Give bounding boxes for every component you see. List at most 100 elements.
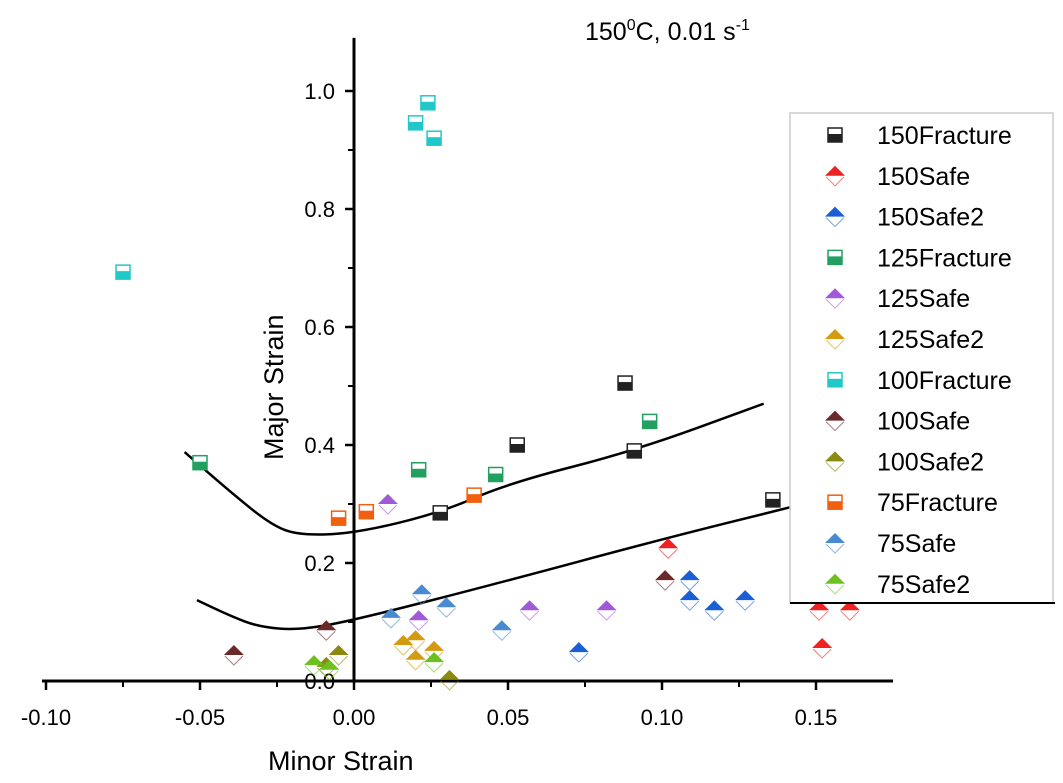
data-point-outline <box>224 655 244 666</box>
legend-label: 125Safe <box>877 285 970 313</box>
legend-marker-outline <box>825 421 845 432</box>
data-point-outline <box>809 610 829 621</box>
data-point-outline <box>440 680 459 691</box>
legend-marker <box>825 451 845 462</box>
data-point-outline <box>424 662 444 673</box>
legend-label: 150Fracture <box>877 122 1012 150</box>
legend-label: 125Fracture <box>877 244 1012 272</box>
data-point-fill <box>420 101 435 110</box>
data-point-outline <box>437 607 456 618</box>
x-tick-label: 0.00 <box>333 705 376 730</box>
data-point-fill <box>765 498 780 507</box>
legend-marker-outline <box>825 339 845 350</box>
x-axis-label: Minor Strain <box>268 746 414 776</box>
data-point <box>408 610 429 621</box>
legend-marker <box>825 165 845 176</box>
y-tick-label: 0.8 <box>304 197 335 222</box>
x-tick-label: -0.10 <box>21 705 71 730</box>
data-point <box>491 620 512 631</box>
legend-marker-outline <box>825 176 845 187</box>
data-point-outline <box>569 652 589 663</box>
data-point <box>568 642 589 653</box>
limit-curves <box>183 402 792 631</box>
legend-marker-outline <box>825 543 845 554</box>
legend-label: 100Safe <box>877 408 970 436</box>
legend-marker <box>825 288 845 299</box>
legend-label: 150Safe <box>877 163 970 191</box>
data-point <box>436 597 457 608</box>
legend-marker-outline <box>825 298 845 309</box>
data-point-fill <box>116 271 130 280</box>
data-point-outline <box>705 610 724 621</box>
y-tick-label: 0.4 <box>304 433 335 458</box>
data-point <box>223 645 244 656</box>
data-point-fill <box>488 473 503 482</box>
legend-box <box>789 112 1054 604</box>
data-point <box>439 669 460 680</box>
data-point-outline <box>381 618 401 629</box>
legend-marker-outline <box>825 217 845 228</box>
data-point-outline <box>680 600 700 611</box>
legend-marker-fill <box>828 256 842 265</box>
data-point-outline <box>735 600 755 611</box>
data-point-outline <box>409 620 429 631</box>
y-tick-label: 1.0 <box>304 79 335 104</box>
legend-marker-fill <box>828 134 842 142</box>
data-point <box>679 590 700 601</box>
legend-label: 75Safe <box>877 530 956 558</box>
data-point-outline <box>329 655 348 666</box>
data-point-outline <box>412 594 432 605</box>
data-point-outline <box>378 504 398 515</box>
data-point <box>655 570 676 581</box>
data-point <box>303 655 324 666</box>
legend-marker-fill <box>828 501 842 510</box>
data-point <box>380 607 401 618</box>
data-point-fill <box>467 494 482 503</box>
legend-label: 75Safe2 <box>877 571 970 599</box>
data-point <box>424 640 445 651</box>
data-point-fill <box>433 511 448 520</box>
data-points <box>115 95 860 691</box>
data-point-outline <box>316 630 336 641</box>
x-tick-label: 0.05 <box>487 705 530 730</box>
data-point <box>809 600 830 611</box>
data-point-fill <box>331 517 346 526</box>
data-point <box>704 600 725 611</box>
data-point-outline <box>658 548 678 559</box>
data-point-fill <box>618 382 633 391</box>
data-point-outline <box>597 610 616 621</box>
data-point-outline <box>492 630 512 641</box>
y-tick-label: 0.2 <box>304 551 335 576</box>
data-point-outline <box>655 580 675 591</box>
data-point <box>424 652 445 663</box>
data-point-outline <box>520 610 539 621</box>
data-point <box>658 538 679 549</box>
data-point <box>519 600 540 611</box>
legend-label: 100Fracture <box>877 367 1012 395</box>
data-point-fill <box>359 510 374 519</box>
y-tick-label: 0.6 <box>304 315 335 340</box>
data-point-outline <box>406 660 425 671</box>
data-point-outline <box>840 610 860 621</box>
axes: -0.10 -0.05 0.00 0.05 0.10 0.150.00.20.40.60.… <box>21 37 893 730</box>
legend-marker-fill <box>828 378 842 387</box>
data-point-fill <box>510 444 525 452</box>
legend-label: 100Safe2 <box>877 448 984 476</box>
legend-marker <box>825 329 845 339</box>
x-tick-label: -0.05 <box>175 705 225 730</box>
legend-marker <box>825 206 845 217</box>
chart-title: 1500C, 0.01 s-1 <box>585 17 750 46</box>
data-point <box>405 630 426 641</box>
data-point <box>411 584 432 595</box>
legend-marker-outline <box>825 584 845 595</box>
data-point-fill <box>427 137 442 146</box>
data-point-outline <box>304 665 324 676</box>
data-point-fill <box>642 420 657 429</box>
limit-curve <box>183 402 765 536</box>
legend-marker <box>825 410 845 421</box>
legend-label: 75Fracture <box>877 489 998 517</box>
x-tick-label: 0.15 <box>795 705 838 730</box>
limit-curve <box>196 505 792 631</box>
data-point-fill <box>411 468 426 477</box>
